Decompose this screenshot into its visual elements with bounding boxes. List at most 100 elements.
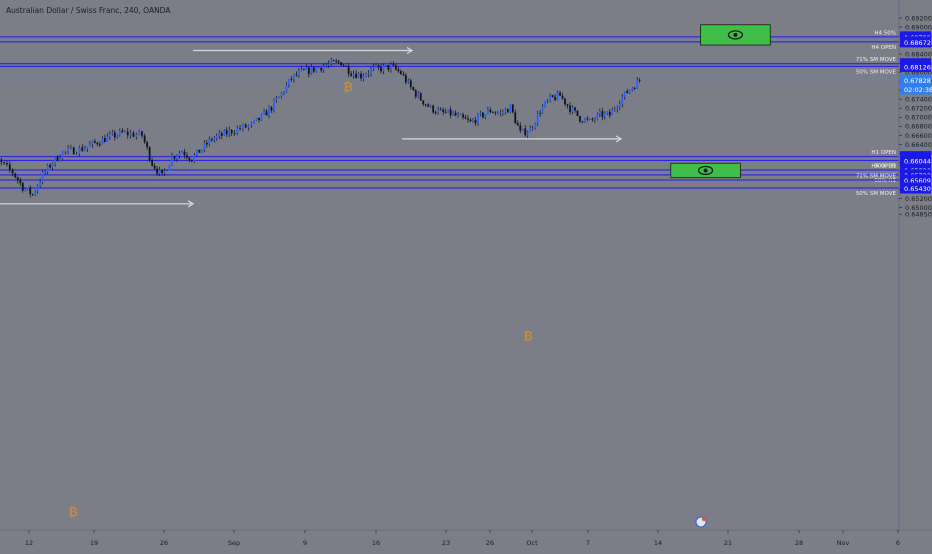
candle-body — [39, 182, 42, 187]
middle-arrow-head — [615, 135, 623, 143]
candle-body — [273, 100, 275, 111]
candle-body — [166, 170, 168, 172]
candle-body — [132, 132, 135, 137]
candle-body — [268, 107, 270, 116]
candle-body — [265, 111, 268, 116]
candle-body — [302, 68, 305, 70]
candle-body — [315, 67, 318, 72]
level-label: 50% SM MOVE — [856, 191, 897, 197]
candle-body — [601, 111, 604, 118]
candle-body — [606, 111, 609, 114]
candle-body — [186, 155, 188, 158]
candle-body — [554, 96, 556, 100]
zones-layer — [670, 24, 771, 179]
candle-body — [484, 113, 487, 118]
bitcoin-icon: ₿ — [523, 329, 533, 343]
candle-body — [541, 106, 544, 114]
candle-body — [621, 96, 624, 105]
candle-body — [320, 67, 323, 71]
candle-body — [434, 112, 437, 114]
candle-body — [108, 133, 111, 137]
eye-icon — [697, 165, 714, 176]
candle-body — [350, 73, 353, 76]
candle-body — [432, 105, 435, 113]
candle-body — [375, 65, 377, 67]
candle-body — [203, 142, 206, 150]
candle-body — [64, 151, 67, 152]
candle-body — [584, 118, 586, 123]
candle-body — [633, 88, 636, 89]
candle-body — [138, 131, 141, 135]
candle-body — [300, 68, 303, 71]
candle-body — [457, 114, 459, 116]
candle-body — [504, 109, 507, 113]
candle-body — [477, 114, 479, 124]
level-price-box — [900, 60, 931, 72]
x-tick-label: 23 — [442, 539, 450, 547]
icons-layer: ₿ ₿ ₿ — [68, 80, 707, 528]
candle-body — [158, 169, 161, 174]
candle-body — [91, 141, 94, 145]
y-tick-label: 0.69000 — [905, 24, 932, 32]
candle-body — [631, 88, 634, 90]
candle-body — [370, 68, 372, 74]
candle-body — [414, 90, 417, 97]
candle-body — [519, 125, 522, 131]
candle-body — [444, 111, 447, 113]
candle-body — [173, 156, 176, 159]
candle-body — [297, 70, 300, 76]
candle-body — [529, 128, 532, 133]
candle-body — [509, 104, 512, 113]
candle-body — [198, 149, 201, 153]
candle-body — [72, 147, 75, 155]
candle-body — [103, 138, 106, 143]
level-price-box — [900, 182, 931, 194]
candle-body — [56, 156, 59, 161]
candle-body — [589, 118, 591, 120]
candle-body — [156, 168, 158, 174]
candle-body — [11, 169, 14, 174]
event-dot-icon — [702, 517, 706, 521]
candle-body — [310, 66, 313, 74]
y-tick-label: 0.68400 — [905, 51, 932, 59]
candle-body — [218, 133, 221, 136]
candle-body — [236, 128, 239, 134]
candle-body — [494, 112, 497, 114]
candle-body — [270, 107, 273, 111]
candle-body — [342, 65, 345, 67]
candle-body — [322, 66, 325, 71]
level-price-box — [900, 174, 931, 186]
candle-body — [352, 73, 355, 76]
candle-body — [591, 118, 594, 120]
candle-body — [521, 128, 524, 131]
y-tick-label: 0.66800 — [905, 123, 932, 131]
candle-body — [511, 104, 514, 113]
candle-body — [220, 133, 223, 136]
candle-body — [317, 67, 320, 69]
candle-body — [623, 91, 626, 97]
candle-body — [61, 151, 64, 159]
candle-body — [75, 153, 78, 155]
candle-body — [191, 159, 193, 162]
candle-body — [561, 95, 564, 99]
candle-body — [78, 147, 81, 154]
level-price-text: 0.66044 — [904, 157, 931, 165]
candle-body — [141, 131, 143, 136]
candle-body — [161, 169, 163, 174]
candle-body — [116, 135, 119, 138]
candle-body — [362, 76, 365, 79]
x-tick-label: 9 — [303, 539, 307, 547]
candle-body — [223, 130, 226, 136]
level-label: H1 OPEN — [871, 150, 896, 156]
x-tick-label: Nov — [837, 539, 850, 547]
candle-body — [163, 170, 166, 174]
candle-body — [258, 117, 260, 121]
candle-body — [121, 130, 124, 133]
candle-body — [183, 151, 186, 156]
candle-body — [327, 63, 330, 66]
candle-body — [59, 158, 61, 161]
candle-body — [596, 113, 599, 120]
candle-body — [447, 109, 450, 113]
